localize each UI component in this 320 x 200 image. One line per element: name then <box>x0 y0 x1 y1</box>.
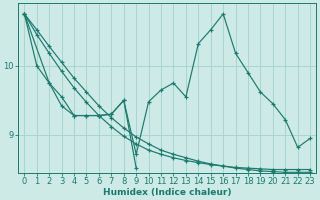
X-axis label: Humidex (Indice chaleur): Humidex (Indice chaleur) <box>103 188 231 197</box>
